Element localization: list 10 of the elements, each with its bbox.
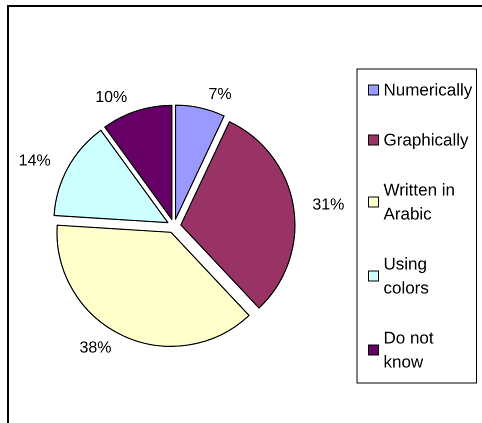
legend-label: Written in Arabic <box>384 180 460 224</box>
legend-label: Do not know <box>384 328 438 372</box>
data-label: 10% <box>95 89 128 106</box>
data-label: 31% <box>312 196 344 214</box>
legend-label: Graphically <box>384 130 470 150</box>
legend-label: Numerically <box>384 80 473 100</box>
data-label: 38% <box>79 340 112 357</box>
data-label: 7% <box>208 86 232 103</box>
data-label: 14% <box>18 152 51 170</box>
legend-label: Using colors <box>384 254 432 298</box>
